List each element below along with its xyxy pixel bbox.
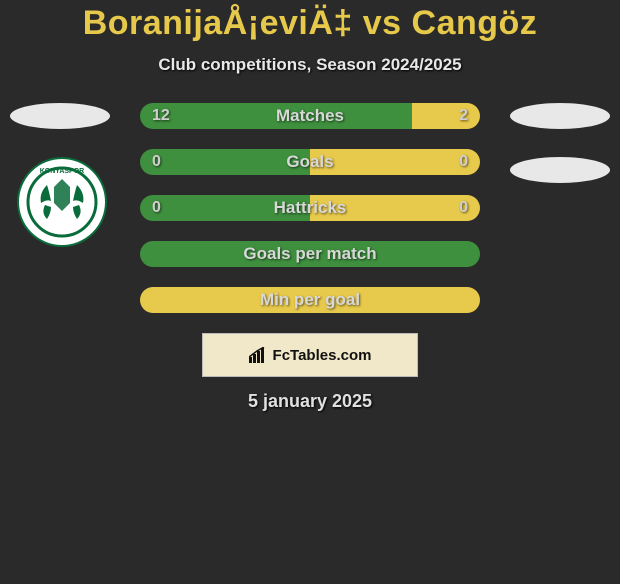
footer-attribution: FcTables.com: [202, 333, 418, 377]
player-shape-right: [510, 103, 610, 129]
brand-text: FcTables.com: [273, 347, 372, 364]
bars-icon: [249, 347, 269, 363]
stat-bar: Matches12 2: [140, 103, 480, 129]
bar-value-left: 0: [152, 149, 161, 175]
bar-value-right: 2: [459, 103, 468, 129]
stat-bar: Goals0 0: [140, 149, 480, 175]
bar-label: Matches: [140, 103, 480, 129]
bar-label: Goals per match: [140, 241, 480, 267]
club-badge-text: KONYASPOR: [40, 168, 84, 175]
club-badge-left: KONYASPOR: [17, 157, 107, 247]
club-crest-icon: KONYASPOR: [17, 157, 107, 247]
bar-value-left: 12: [152, 103, 170, 129]
stat-bar: Goals per match: [140, 241, 480, 267]
stats-area: KONYASPOR Matches122Goals00Hattricks00Go…: [0, 103, 620, 313]
stat-bar: Hattricks0 0: [140, 195, 480, 221]
bar-label: Goals: [140, 149, 480, 175]
brand-logo: FcTables.com: [249, 347, 372, 364]
bar-value-right: 0: [459, 195, 468, 221]
player-shape-right-2: [510, 157, 610, 183]
bar-label: Min per goal: [140, 287, 480, 313]
page-title: BoranijaÅ¡eviÄ‡ vs Cangöz: [0, 4, 620, 43]
bar-value-right: 0: [459, 149, 468, 175]
bar-value-left: 0: [152, 195, 161, 221]
bar-label: Hattricks: [140, 195, 480, 221]
stat-bars: Matches122Goals00Hattricks00Goals per ma…: [140, 103, 480, 313]
subtitle: Club competitions, Season 2024/2025: [0, 55, 620, 75]
date-text: 5 january 2025: [0, 391, 620, 412]
club-badge-circle: KONYASPOR: [17, 157, 107, 247]
player-shape-left: [10, 103, 110, 129]
stat-bar: Min per goal: [140, 287, 480, 313]
